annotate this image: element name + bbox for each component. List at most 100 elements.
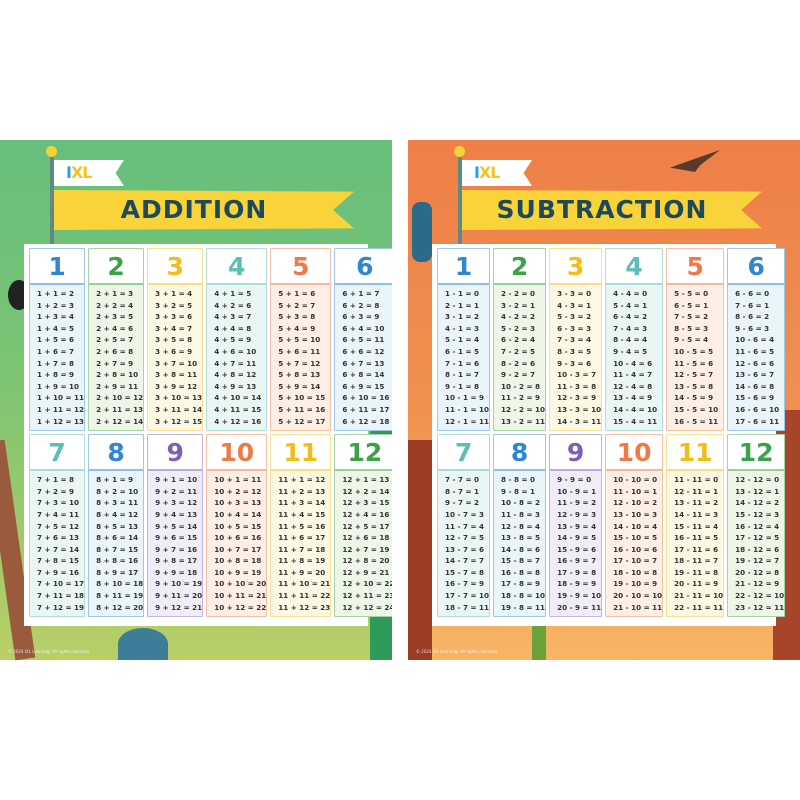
fact-equation: 8 - 7 = 1 [445,486,480,496]
fact-equation: 7 + 1 = 8 [37,475,75,485]
addition-poster: IXL ADDITION 1 1 + 1 = 2 1 + 2 = 3 1 + 3 = … [0,140,392,660]
column-number: 3 [148,249,203,285]
copyright: © 2024 IXL Learning. All rights reserved… [416,649,498,654]
fact-equation: 19 - 9 = 10 [557,591,602,601]
fact-equation: 10 + 9 = 19 [214,567,262,577]
fact-equation: 9 - 2 = 7 [501,370,536,380]
fact-equation: 18 - 11 = 7 [674,556,719,566]
fact-equation: 7 - 5 = 2 [674,312,709,322]
fact-equation: 4 + 3 = 7 [214,312,252,322]
fact-equation: 9 + 11 = 20 [155,591,203,601]
fact-equation: 6 + 3 = 9 [342,312,380,322]
column-number: 12 [728,435,785,472]
column-number: 10 [207,435,267,472]
fact-equation: 10 - 10 = 0 [613,475,658,485]
fact-equation: 12 + 2 = 14 [342,486,390,496]
fact-equation: 3 + 3 = 6 [155,312,193,322]
fact-equation: 21 - 10 = 11 [613,602,663,612]
fact-equation: 12 - 3 = 9 [557,393,597,403]
fact-equation: 8 - 6 = 2 [735,312,770,322]
fact-equation: 5 + 10 = 15 [278,393,326,403]
column-number: 3 [550,249,602,285]
fact-equation: 11 + 9 = 20 [278,567,326,577]
column-number: 12 [335,435,392,472]
fact-equation: 9 + 6 = 15 [155,533,198,543]
fact-equation: 14 - 6 = 8 [735,381,775,391]
fact-equation: 10 - 7 = 3 [445,509,485,519]
fact-equation: 8 + 3 = 11 [96,498,139,508]
fact-equation: 12 + 3 = 15 [342,498,390,508]
fact-equation: 16 - 8 = 8 [501,567,541,577]
fact-equation: 11 - 3 = 8 [557,381,597,391]
fact-equation: 5 - 4 = 1 [613,300,648,310]
fact-equation: 7 + 6 = 13 [37,533,80,543]
fact-equation: 15 - 8 = 7 [501,556,541,566]
fact-equation: 5 + 1 = 6 [278,289,316,298]
fact-equation: 6 + 12 = 18 [342,416,390,426]
column-number: 2 [89,249,144,285]
fact-equation: 17 - 11 = 6 [674,544,719,554]
column-number: 1 [438,249,490,285]
fact-equation: 16 - 6 = 10 [735,404,780,414]
fact-equation: 8 + 5 = 13 [96,521,139,531]
flower-plant-illustration [118,628,168,660]
fact-equation: 14 - 8 = 6 [501,544,541,554]
fact-equation: 9 - 4 = 5 [613,346,648,356]
fact-column-10: 10 10 - 10 = 0 11 - 10 = 1 12 - 10 = 2 13 - … [605,434,664,618]
fact-equation: 13 - 7 = 6 [445,544,485,554]
fact-equation: 8 - 4 = 4 [613,335,648,345]
fact-equation: 10 + 5 = 15 [214,521,262,531]
fact-equation: 13 - 4 = 9 [613,393,653,403]
fact-equation: 5 - 3 = 2 [557,312,592,322]
fact-column-9: 9 9 + 1 = 10 9 + 2 = 11 9 + 3 = 12 9 + 4 = 1… [147,434,204,618]
fact-equation: 9 - 3 = 6 [557,358,592,368]
fact-equation: 3 + 4 = 7 [155,323,193,333]
fact-equation: 3 + 2 = 5 [155,300,193,310]
fact-equation: 8 + 12 = 20 [96,602,144,612]
fact-equation: 12 + 10 = 22 [342,579,392,589]
fact-equation: 19 - 10 = 9 [613,579,658,589]
fact-equation: 4 + 6 = 10 [214,346,257,356]
fact-equation: 16 - 9 = 7 [557,556,597,566]
column-number: 10 [606,435,663,472]
fact-equation: 4 + 4 = 8 [214,323,252,333]
fact-equation: 4 + 11 = 15 [214,404,262,414]
fact-equation: 19 - 11 = 8 [674,567,719,577]
fact-equation: 5 + 11 = 16 [278,404,326,414]
fact-equation: 4 + 10 = 14 [214,393,262,403]
fact-equation: 5 + 6 = 11 [278,346,321,356]
column-number: 8 [89,435,144,472]
fact-equation: 13 - 6 = 7 [735,370,775,380]
fact-equation: 18 - 7 = 11 [445,602,490,612]
fact-equation: 12 - 12 = 0 [735,475,780,485]
fact-equation: 3 + 11 = 14 [155,404,203,414]
fact-equation: 6 - 3 = 3 [557,323,592,333]
fact-equation: 10 + 4 = 14 [214,509,262,519]
fact-equation: 2 + 3 = 5 [96,312,134,322]
fact-equation: 6 + 4 = 10 [342,323,385,333]
fact-equation: 7 - 1 = 6 [445,358,480,368]
column-number: 7 [30,435,85,472]
fact-equation: 6 + 7 = 13 [342,358,385,368]
fact-equation: 4 + 2 = 6 [214,300,252,310]
fact-equation: 10 - 9 = 1 [557,486,597,496]
fact-equation: 5 - 5 = 0 [674,289,709,298]
fact-equation: 3 - 3 = 0 [557,289,592,298]
fact-equation: 8 - 5 = 3 [674,323,709,333]
fact-equation: 5 + 4 = 9 [278,323,316,333]
fact-equation: 2 + 8 = 10 [96,370,139,380]
fact-equation: 10 + 1 = 11 [214,475,262,485]
column-number: 9 [148,435,203,472]
fact-equation: 4 + 1 = 5 [214,289,252,298]
fact-equation: 12 + 1 = 13 [342,475,390,485]
fact-equation: 7 + 2 = 9 [37,486,75,496]
fact-equation: 18 - 10 = 8 [613,567,658,577]
fact-equation: 3 + 5 = 8 [155,335,193,345]
fact-equation: 9 - 8 = 1 [501,486,536,496]
fact-equation: 5 + 3 = 8 [278,312,316,322]
